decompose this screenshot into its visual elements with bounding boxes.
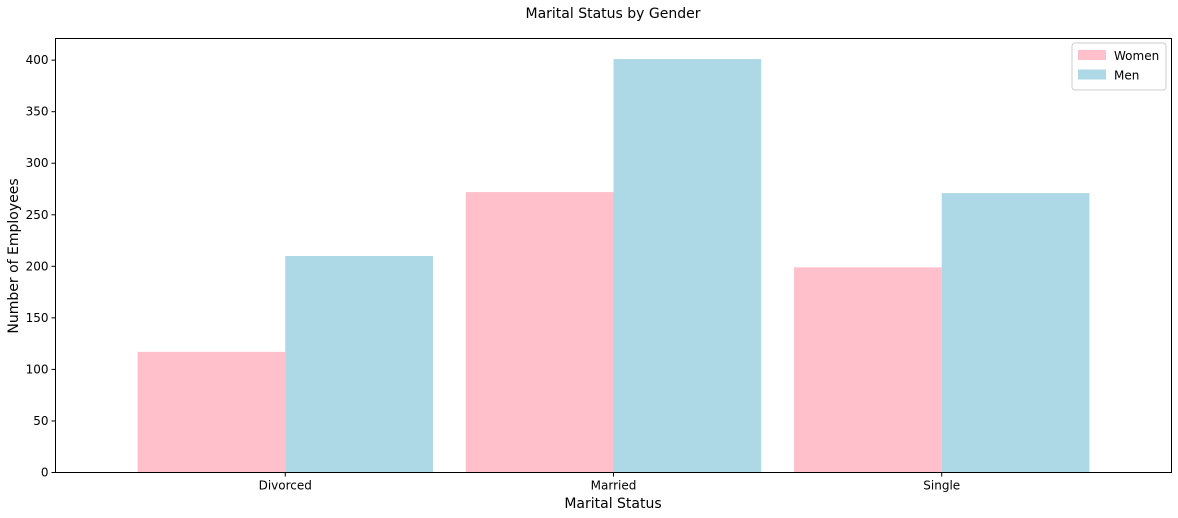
bar-single-men bbox=[941, 193, 1090, 473]
bars-group bbox=[137, 59, 1090, 473]
legend-swatch-women bbox=[1078, 50, 1106, 60]
x-axis-ticks: Divorced Married Single bbox=[259, 472, 960, 493]
x-axis-label: Marital Status bbox=[564, 496, 661, 512]
x-tick-label: Divorced bbox=[259, 479, 312, 493]
y-tick-label: 150 bbox=[26, 311, 49, 325]
bar-divorced-women bbox=[137, 351, 286, 473]
y-tick-label: 200 bbox=[26, 259, 49, 273]
y-tick-label: 350 bbox=[26, 105, 49, 119]
y-tick-label: 0 bbox=[41, 466, 49, 480]
bar-divorced-men bbox=[285, 256, 433, 473]
x-tick-label: Married bbox=[591, 479, 637, 493]
y-tick-label: 300 bbox=[26, 156, 49, 170]
legend-label-men: Men bbox=[1114, 69, 1139, 83]
bar-married-men bbox=[613, 59, 762, 473]
y-axis-ticks: 0 50 100 150 200 250 300 350 400 bbox=[26, 53, 56, 480]
y-tick-label: 50 bbox=[33, 414, 48, 428]
bar-married-women bbox=[465, 192, 614, 473]
y-tick-label: 100 bbox=[26, 362, 49, 376]
y-tick-label: 250 bbox=[26, 208, 49, 222]
bar-single-women bbox=[794, 267, 942, 473]
plot-frame bbox=[55, 38, 1172, 473]
y-axis-label: Number of Employees bbox=[6, 178, 22, 333]
x-tick-label: Single bbox=[923, 479, 960, 493]
y-tick-label: 400 bbox=[26, 53, 49, 67]
legend: Women Men bbox=[1071, 42, 1167, 91]
legend-swatch-men bbox=[1078, 69, 1106, 80]
chart-title: Marital Status by Gender bbox=[526, 6, 701, 22]
legend-label-women: Women bbox=[1114, 49, 1159, 63]
